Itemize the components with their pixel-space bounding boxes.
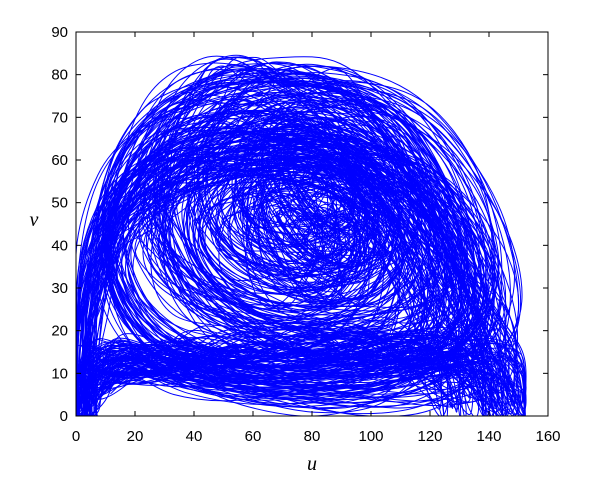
trajectory-line: [100, 152, 501, 400]
y-tick-label: 0: [60, 408, 68, 425]
trajectory-line: [95, 68, 487, 396]
x-tick-label: 20: [127, 428, 144, 445]
x-tick-label: 40: [186, 428, 203, 445]
y-tick-label: 70: [51, 109, 68, 126]
x-tick-label: 160: [535, 428, 560, 445]
trajectory-line: [81, 68, 499, 416]
trajectory-line: [91, 76, 503, 401]
y-tick-label: 30: [51, 280, 68, 297]
trajectory-line: [104, 132, 520, 390]
trajectory-line: [94, 68, 462, 392]
y-tick-label: 10: [51, 365, 68, 382]
trajectory-group: [76, 54, 527, 416]
x-tick-label: 80: [304, 428, 321, 445]
x-tick-label: 0: [72, 428, 80, 445]
y-tick-label: 60: [51, 152, 68, 169]
y-axis-ticks: 0 10 20 30 40 50 60 70 80 90: [51, 24, 548, 425]
trajectory-line: [97, 62, 495, 398]
y-tick-label: 50: [51, 195, 68, 212]
x-tick-label: 60: [245, 428, 262, 445]
y-tick-label: 20: [51, 323, 68, 340]
x-tick-label: 140: [476, 428, 501, 445]
x-axis-title: u: [307, 453, 317, 475]
x-tick-label: 100: [358, 428, 383, 445]
x-tick-label: 120: [417, 428, 442, 445]
y-tick-label: 40: [51, 237, 68, 254]
x-axis-ticks: 0 20 40 60 80 100 120 140 160: [72, 32, 561, 445]
y-tick-label: 80: [51, 67, 68, 84]
trajectory-line: [96, 69, 446, 395]
y-tick-label: 90: [51, 24, 68, 41]
trajectory-line: [87, 157, 469, 404]
trajectory-line: [76, 123, 478, 409]
trajectory-line: [107, 91, 523, 393]
y-axis-title: v: [30, 209, 39, 231]
